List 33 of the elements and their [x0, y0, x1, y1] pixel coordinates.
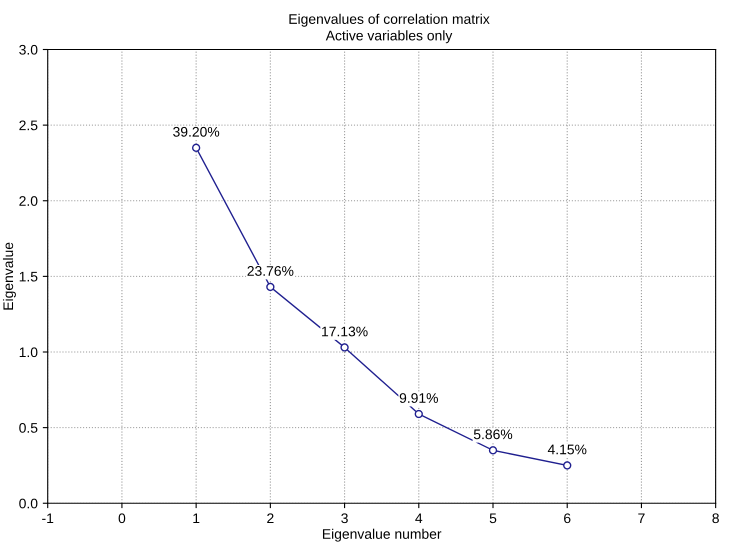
point	[414, 410, 423, 418]
x-tick-label: 0	[118, 513, 126, 524]
x-tick-label: 6	[564, 513, 570, 524]
annotation: 4.15%	[548, 444, 586, 454]
annotation: 5.86%	[474, 429, 512, 440]
x-tick-label: 2	[267, 513, 274, 524]
y-tick-label: 1.0	[20, 347, 38, 358]
y-tick-label: 0.5	[19, 422, 38, 433]
point	[340, 343, 349, 352]
x-axis-title: Eigenvalue number	[322, 528, 442, 542]
annotation: 23.76%	[248, 266, 294, 276]
y-tick-label: 2.5	[19, 120, 38, 130]
point	[192, 144, 200, 152]
x-tick-label: -1	[42, 513, 54, 524]
chart-subtitle: Active variables only	[326, 30, 452, 44]
x-tick-label: 7	[638, 513, 645, 524]
x-tick-label: 3	[341, 513, 348, 524]
chart-title: Eigenvalues of correlation matrix	[289, 14, 490, 27]
point	[266, 282, 275, 292]
annotation: 17.13%	[322, 326, 368, 336]
y-tick-label: 3.0	[19, 44, 38, 55]
annotation: 9.91%	[400, 393, 438, 403]
point	[488, 446, 498, 454]
y-tick-label: 0.0	[19, 498, 38, 508]
annotation: 39.20%	[173, 126, 220, 137]
x-tick-label: 5	[490, 513, 496, 524]
y-axis-title: Eigenvalue	[2, 242, 16, 310]
x-tick-label: 4	[415, 513, 422, 524]
y-tick-label: 1.5	[20, 272, 38, 282]
x-tick-label: 8	[712, 513, 719, 524]
x-tick-label: 1	[193, 513, 200, 524]
point	[563, 461, 572, 470]
y-tick-label: 2.0	[19, 196, 38, 206]
